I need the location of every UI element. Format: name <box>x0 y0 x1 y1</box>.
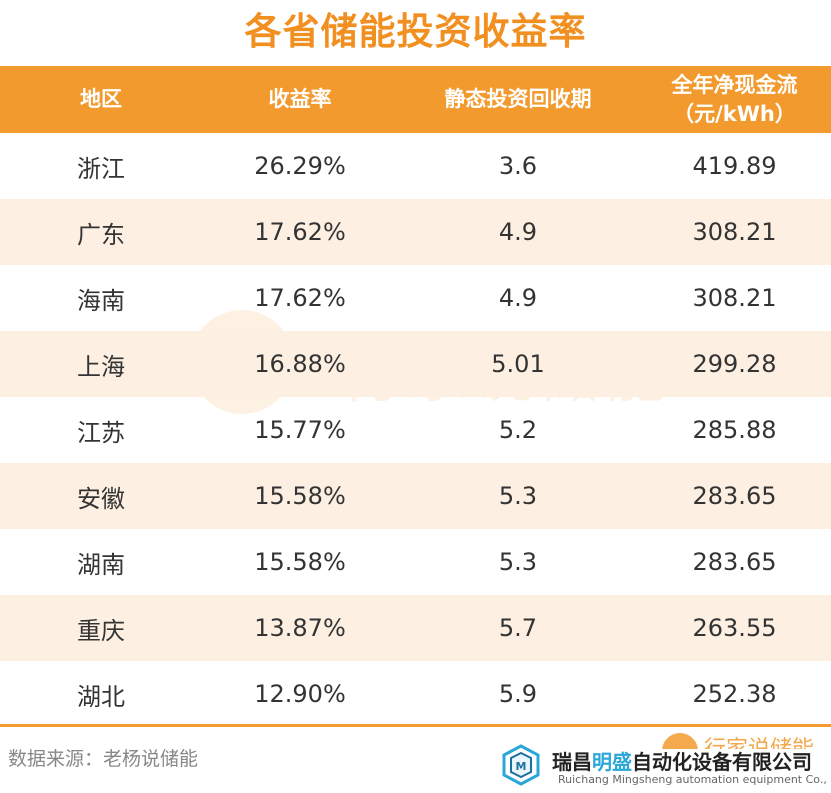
table-row: 广东 17.62% 4.9 308.21 <box>0 199 831 265</box>
table-row: 重庆 13.87% 5.7 263.55 <box>0 595 831 661</box>
table-row: 湖南 15.58% 5.3 283.65 <box>0 529 831 595</box>
cell-cashflow: 283.65 <box>692 482 777 510</box>
cell-cashflow: 283.65 <box>692 548 777 576</box>
cell-region: 浙江 <box>77 154 125 183</box>
cell-region: 江苏 <box>77 418 125 447</box>
cell-region: 上海 <box>77 352 125 381</box>
cell-region: 重庆 <box>77 616 125 645</box>
page-title: 各省储能投资收益率 <box>244 10 587 53</box>
table-row: 安徽 15.58% 5.3 283.65 <box>0 463 831 529</box>
cell-yield: 17.62% <box>254 218 346 246</box>
cell-region: 广东 <box>77 220 125 249</box>
cell-yield: 15.77% <box>254 416 346 444</box>
cell-payback: 5.2 <box>498 416 538 444</box>
table-header: 地区 收益率 静态投资回收期 全年净现金流 （元/kWh） <box>0 66 831 133</box>
header-payback: 静态投资回收期 <box>444 87 592 111</box>
cell-region: 海南 <box>77 286 125 315</box>
data-source: 数据来源：老杨说储能 <box>8 748 199 770</box>
brand-logo-icon <box>662 733 698 749</box>
header-yield: 收益率 <box>268 87 332 111</box>
cell-yield: 12.90% <box>254 680 346 708</box>
cell-region: 湖北 <box>77 682 125 711</box>
cell-cashflow: 419.89 <box>692 152 777 180</box>
company-logo-icon: M <box>502 744 540 786</box>
table-row: 海南 17.62% 4.9 308.21 <box>0 265 831 331</box>
table-row: 湖北 12.90% 5.9 252.38 <box>0 661 831 727</box>
cell-yield: 17.62% <box>254 284 346 312</box>
divider <box>0 724 831 727</box>
company-name-en: Ruichang Mingsheng automation equipment … <box>558 773 831 786</box>
cell-payback: 5.9 <box>498 680 538 708</box>
cell-yield: 16.88% <box>254 350 346 378</box>
company-brand: M 瑞昌明盛自动化设备有限公司 Ruichang Mingsheng autom… <box>500 744 831 790</box>
cell-payback: 5.01 <box>491 350 545 378</box>
brand-text: 行家说储能 <box>704 731 814 749</box>
cell-region: 安徽 <box>77 484 125 513</box>
cell-yield: 15.58% <box>254 482 346 510</box>
header-cashflow: 全年净现金流 （元/kWh） <box>671 72 798 126</box>
cell-region: 湖南 <box>77 550 125 579</box>
cell-payback: 5.7 <box>498 614 538 642</box>
cell-payback: 5.3 <box>498 482 538 510</box>
brand-watermark: 行家说储能 <box>660 729 831 749</box>
cell-cashflow: 285.88 <box>692 416 777 444</box>
cell-payback: 4.9 <box>498 284 538 312</box>
cell-yield: 13.87% <box>254 614 346 642</box>
header-region: 地区 <box>80 87 122 111</box>
table-row: 上海 16.88% 5.01 299.28 <box>0 331 831 397</box>
cell-payback: 4.9 <box>498 218 538 246</box>
cell-payback: 3.6 <box>498 152 538 180</box>
cell-cashflow: 263.55 <box>692 614 777 642</box>
table-row: 江苏 15.77% 5.2 285.88 <box>0 397 831 463</box>
table-row: 浙江 26.29% 3.6 419.89 <box>0 133 831 199</box>
cell-yield: 15.58% <box>254 548 346 576</box>
cell-cashflow: 252.38 <box>692 680 777 708</box>
cell-cashflow: 308.21 <box>692 218 777 246</box>
yield-table: 地区 收益率 静态投资回收期 全年净现金流 （元/kWh） 浙江 26.29% 3.… <box>0 66 831 727</box>
svg-text:M: M <box>516 760 527 773</box>
cell-cashflow: 308.21 <box>692 284 777 312</box>
cell-cashflow: 299.28 <box>692 350 777 378</box>
company-name: 瑞昌明盛自动化设备有限公司 <box>552 750 812 774</box>
cell-payback: 5.3 <box>498 548 538 576</box>
cell-yield: 26.29% <box>254 152 346 180</box>
table-body: 浙江 26.29% 3.6 419.89 广东 17.62% 4.9 308.21 海南 17.6… <box>0 133 831 727</box>
